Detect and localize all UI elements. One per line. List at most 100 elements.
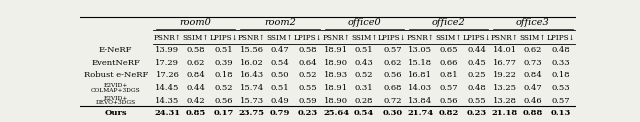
Text: room2: room2: [264, 18, 296, 27]
Text: LPIPS↓: LPIPS↓: [462, 34, 491, 42]
Text: 0.42: 0.42: [186, 97, 205, 105]
Text: SSIM↑: SSIM↑: [351, 34, 378, 42]
Text: 0.82: 0.82: [438, 109, 459, 117]
Text: 0.31: 0.31: [355, 84, 374, 92]
Text: 0.43: 0.43: [355, 59, 374, 66]
Text: 15.73: 15.73: [240, 97, 264, 105]
Text: 0.18: 0.18: [552, 71, 570, 79]
Text: 0.45: 0.45: [467, 59, 486, 66]
Text: 0.57: 0.57: [383, 46, 402, 54]
Text: 0.66: 0.66: [439, 59, 458, 66]
Text: 17.26: 17.26: [156, 71, 179, 79]
Text: room0: room0: [180, 18, 211, 27]
Text: 0.62: 0.62: [186, 59, 205, 66]
Text: 0.47: 0.47: [271, 46, 289, 54]
Text: 14.01: 14.01: [493, 46, 517, 54]
Text: office3: office3: [516, 18, 550, 27]
Text: office0: office0: [348, 18, 381, 27]
Text: 25.64: 25.64: [323, 109, 349, 117]
Text: 13.99: 13.99: [156, 46, 180, 54]
Text: PSNR↑: PSNR↑: [491, 34, 518, 42]
Text: 0.84: 0.84: [524, 71, 542, 79]
Text: 0.56: 0.56: [214, 97, 233, 105]
Text: 0.17: 0.17: [214, 109, 234, 117]
Text: SSIM↑: SSIM↑: [520, 34, 546, 42]
Text: Robust e-NeRF: Robust e-NeRF: [84, 71, 148, 79]
Text: 0.47: 0.47: [524, 84, 542, 92]
Text: 0.84: 0.84: [186, 71, 205, 79]
Text: 0.48: 0.48: [467, 84, 486, 92]
Text: 0.58: 0.58: [186, 46, 205, 54]
Text: Ours: Ours: [104, 109, 127, 117]
Text: 15.74: 15.74: [239, 84, 264, 92]
Text: 0.23: 0.23: [298, 109, 318, 117]
Text: PSNR↑: PSNR↑: [322, 34, 350, 42]
Text: 0.58: 0.58: [299, 46, 317, 54]
Text: 0.48: 0.48: [552, 46, 570, 54]
Text: LPIPS↓: LPIPS↓: [294, 34, 323, 42]
Text: 14.03: 14.03: [408, 84, 433, 92]
Text: SSIM↑: SSIM↑: [267, 34, 293, 42]
Text: 0.65: 0.65: [439, 46, 458, 54]
Text: 0.55: 0.55: [467, 97, 486, 105]
Text: E-NeRF: E-NeRF: [99, 46, 132, 54]
Text: 0.79: 0.79: [269, 109, 290, 117]
Text: 23.75: 23.75: [239, 109, 265, 117]
Text: 0.25: 0.25: [467, 71, 486, 79]
Text: 15.18: 15.18: [408, 59, 433, 66]
Text: 0.50: 0.50: [271, 71, 289, 79]
Text: 21.18: 21.18: [492, 109, 518, 117]
Text: 0.30: 0.30: [382, 109, 403, 117]
Text: 0.23: 0.23: [467, 109, 486, 117]
Text: 14.35: 14.35: [156, 97, 180, 105]
Text: 0.72: 0.72: [383, 97, 401, 105]
Text: PSNR↑: PSNR↑: [238, 34, 266, 42]
Text: SSIM↑: SSIM↑: [435, 34, 462, 42]
Text: 18.91: 18.91: [324, 46, 348, 54]
Text: 0.64: 0.64: [299, 59, 317, 66]
Text: LPIPS↓: LPIPS↓: [209, 34, 238, 42]
Text: 13.28: 13.28: [493, 97, 516, 105]
Text: 16.81: 16.81: [408, 71, 433, 79]
Text: 14.45: 14.45: [156, 84, 180, 92]
Text: 0.81: 0.81: [439, 71, 458, 79]
Text: 0.52: 0.52: [299, 71, 317, 79]
Text: 13.25: 13.25: [493, 84, 516, 92]
Text: 0.85: 0.85: [186, 109, 205, 117]
Text: 18.91: 18.91: [324, 84, 348, 92]
Text: 0.51: 0.51: [271, 84, 289, 92]
Text: 0.56: 0.56: [383, 71, 401, 79]
Text: EventNeRF: EventNeRF: [92, 59, 140, 66]
Text: 16.02: 16.02: [240, 59, 264, 66]
Text: 0.62: 0.62: [524, 46, 542, 54]
Text: 15.56: 15.56: [240, 46, 264, 54]
Text: 13.05: 13.05: [408, 46, 433, 54]
Text: 0.62: 0.62: [383, 59, 401, 66]
Text: 18.93: 18.93: [324, 71, 348, 79]
Text: 13.84: 13.84: [408, 97, 433, 105]
Text: 0.54: 0.54: [354, 109, 374, 117]
Text: 0.49: 0.49: [271, 97, 289, 105]
Text: office2: office2: [431, 18, 465, 27]
Text: 16.77: 16.77: [493, 59, 516, 66]
Text: 0.54: 0.54: [271, 59, 289, 66]
Text: 18.90: 18.90: [324, 59, 348, 66]
Text: 0.57: 0.57: [552, 97, 570, 105]
Text: DEVO+3DGS: DEVO+3DGS: [95, 100, 136, 105]
Text: 0.28: 0.28: [355, 97, 374, 105]
Text: 21.74: 21.74: [407, 109, 433, 117]
Text: PSNR↑: PSNR↑: [406, 34, 435, 42]
Text: 0.39: 0.39: [214, 59, 233, 66]
Text: LPIPS↓: LPIPS↓: [378, 34, 406, 42]
Text: 0.52: 0.52: [355, 71, 374, 79]
Text: 17.29: 17.29: [156, 59, 179, 66]
Text: 0.18: 0.18: [214, 71, 233, 79]
Text: 0.44: 0.44: [186, 84, 205, 92]
Text: 0.55: 0.55: [299, 84, 317, 92]
Text: 0.13: 0.13: [551, 109, 571, 117]
Text: 16.43: 16.43: [240, 71, 264, 79]
Text: 0.44: 0.44: [467, 46, 486, 54]
Text: PSNR↑: PSNR↑: [154, 34, 181, 42]
Text: 0.73: 0.73: [524, 59, 542, 66]
Text: 0.33: 0.33: [552, 59, 570, 66]
